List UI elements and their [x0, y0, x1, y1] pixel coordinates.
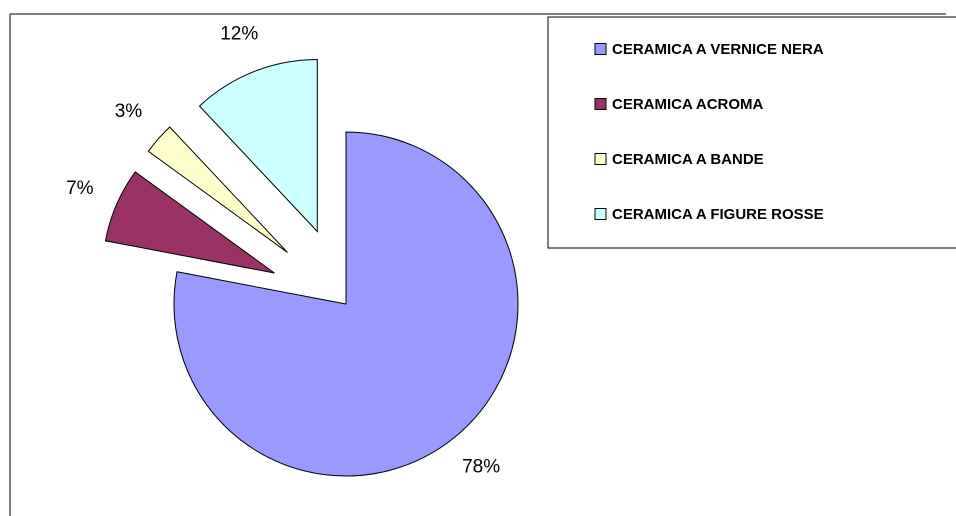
legend: CERAMICA A VERNICE NERA CERAMICA ACROMA CE… [594, 41, 824, 223]
legend-swatch [594, 208, 607, 220]
legend-label: CERAMICA A VERNICE NERA [612, 41, 824, 58]
pie-slice [104, 171, 275, 274]
slice-label: 78% [462, 456, 500, 477]
legend-swatch [594, 43, 607, 55]
pie-slice [198, 58, 318, 233]
slice-label: 3% [115, 101, 143, 122]
slice-label: 12% [220, 23, 258, 44]
legend-box [547, 16, 956, 249]
pie-slice [173, 131, 519, 477]
legend-label: CERAMICA A BANDE [612, 151, 764, 168]
legend-label: CERAMICA A FIGURE ROSSE [612, 206, 824, 223]
slice-label: 7% [66, 178, 94, 199]
legend-label: CERAMICA ACROMA [612, 96, 764, 113]
pie: 78% 7% 3% 12% [66, 23, 519, 477]
legend-swatch [594, 98, 607, 110]
pie-slice [147, 126, 288, 253]
legend-swatch [594, 153, 607, 165]
